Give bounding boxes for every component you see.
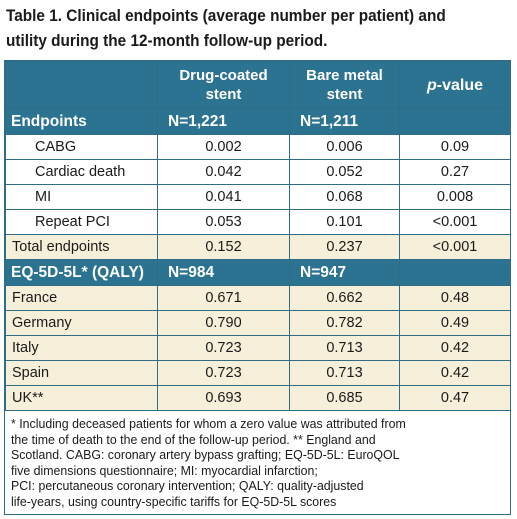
cell-bms: 0.101 xyxy=(289,209,400,235)
section-row-qaly: EQ-5D-5L* (QALY) N=984 N=947 xyxy=(5,259,511,286)
header-dcs-line-2: stent xyxy=(205,86,242,103)
cell-p: 0.48 xyxy=(399,285,511,311)
cell-dcs: 0.790 xyxy=(157,310,290,336)
table-row: MI 0.041 0.068 0.008 xyxy=(5,184,511,210)
header-p-rest: -value xyxy=(436,76,484,94)
header-drug-coated-stent: Drug-coated stent xyxy=(157,61,290,109)
table-row: UK** 0.693 0.685 0.47 xyxy=(5,385,511,411)
cell-bms: 0.006 xyxy=(289,134,400,160)
cell-bms: 0.662 xyxy=(289,285,400,311)
footnote-line: Scotland. CABG: coronary artery bypass g… xyxy=(11,447,400,462)
cell-p: 0.42 xyxy=(399,335,511,361)
row-label: France xyxy=(5,285,158,311)
row-label: Repeat PCI xyxy=(5,209,158,235)
table-frame: Drug-coated stent Bare metal stent p-val… xyxy=(4,60,511,515)
cell-p: 0.42 xyxy=(399,360,511,386)
header-bare-metal-stent: Bare metal stent xyxy=(289,61,400,109)
row-label: Cardiac death xyxy=(5,159,158,185)
section-n-bms: N=1,211 xyxy=(289,108,400,135)
table-row: CABG 0.002 0.006 0.09 xyxy=(5,134,511,160)
cell-dcs: 0.042 xyxy=(157,159,290,185)
cell-p: 0.27 xyxy=(399,159,511,185)
header-p-value: p-value xyxy=(399,61,511,109)
row-label: Total endpoints xyxy=(5,234,158,260)
table-row: Repeat PCI 0.053 0.101 <0.001 xyxy=(5,209,511,235)
endpoints-table: Drug-coated stent Bare metal stent p-val… xyxy=(5,61,511,411)
row-label: Spain xyxy=(5,360,158,386)
row-label: Italy xyxy=(5,335,158,361)
cell-dcs: 0.693 xyxy=(157,385,290,411)
header-row: Drug-coated stent Bare metal stent p-val… xyxy=(5,61,511,109)
row-label: UK** xyxy=(5,385,158,411)
header-bms-line-2: stent xyxy=(326,86,363,103)
cell-p: 0.49 xyxy=(399,310,511,336)
footnote-line: * Including deceased patients for whom a… xyxy=(11,416,406,431)
cell-bms: 0.068 xyxy=(289,184,400,210)
cell-p: 0.47 xyxy=(399,385,511,411)
caption-line-1: Table 1. Clinical endpoints (average num… xyxy=(6,7,446,25)
section-n-bms: N=947 xyxy=(289,259,400,286)
cell-dcs: 0.152 xyxy=(157,234,290,260)
section-empty xyxy=(399,108,511,135)
section-n-dcs: N=984 xyxy=(157,259,290,286)
section-label: EQ-5D-5L* (QALY) xyxy=(5,259,158,286)
section-row-endpoints: Endpoints N=1,221 N=1,211 xyxy=(5,108,511,135)
cell-p: <0.001 xyxy=(399,209,511,235)
section-label: Endpoints xyxy=(5,108,158,135)
cell-bms: 0.713 xyxy=(289,335,400,361)
row-label: CABG xyxy=(5,134,158,160)
table-caption: Table 1. Clinical endpoints (average num… xyxy=(6,4,476,54)
header-bms-line-1: Bare metal xyxy=(306,67,383,84)
cell-bms: 0.237 xyxy=(289,234,400,260)
footnote-line: five dimensions questionnaire; MI: myoca… xyxy=(11,462,318,478)
cell-p: 0.09 xyxy=(399,134,511,160)
header-dcs-line-1: Drug-coated xyxy=(179,67,268,84)
row-label: MI xyxy=(5,184,158,210)
caption-line-2: utility during the 12-month follow-up pe… xyxy=(6,32,328,50)
footnote-line: life-years, using country-specific tarif… xyxy=(11,493,337,509)
header-p-italic: p xyxy=(426,76,437,94)
table-row: Germany 0.790 0.782 0.49 xyxy=(5,310,511,336)
cell-dcs: 0.671 xyxy=(157,285,290,311)
table-footnote: * Including deceased patients for whom a… xyxy=(5,411,510,509)
table-row: Italy 0.723 0.713 0.42 xyxy=(5,335,511,361)
cell-bms: 0.782 xyxy=(289,310,400,336)
cell-p: 0.008 xyxy=(399,184,511,210)
footnote-line: the time of death to the end of the foll… xyxy=(11,431,376,447)
table-row: Spain 0.723 0.713 0.42 xyxy=(5,360,511,386)
section-n-dcs: N=1,221 xyxy=(157,108,290,135)
cell-p: <0.001 xyxy=(399,234,511,260)
table-row: France 0.671 0.662 0.48 xyxy=(5,285,511,311)
cell-dcs: 0.723 xyxy=(157,360,290,386)
cell-bms: 0.052 xyxy=(289,159,400,185)
cell-bms: 0.713 xyxy=(289,360,400,386)
footnote-line: PCI: percutaneous coronary intervention;… xyxy=(11,478,364,493)
header-blank-cell xyxy=(5,61,158,109)
cell-dcs: 0.002 xyxy=(157,134,290,160)
table-row: Cardiac death 0.042 0.052 0.27 xyxy=(5,159,511,185)
total-endpoints-row: Total endpoints 0.152 0.237 <0.001 xyxy=(5,234,511,260)
cell-dcs: 0.041 xyxy=(157,184,290,210)
row-label: Germany xyxy=(5,310,158,336)
cell-dcs: 0.723 xyxy=(157,335,290,361)
section-empty xyxy=(399,259,511,286)
cell-bms: 0.685 xyxy=(289,385,400,411)
cell-dcs: 0.053 xyxy=(157,209,290,235)
